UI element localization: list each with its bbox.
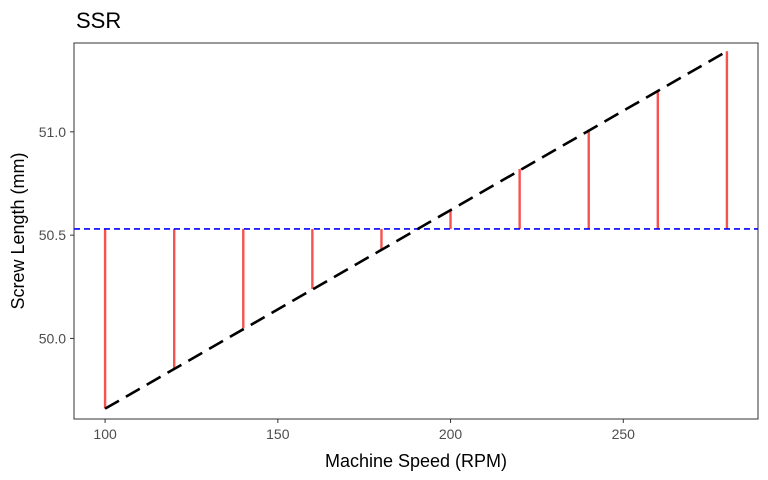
x-axis-ticks: 100 150 200 250: [93, 419, 635, 442]
reference-lines: [74, 50, 758, 410]
x-axis-title: Machine Speed (RPM): [325, 451, 507, 471]
x-tick-label: 100: [93, 426, 117, 442]
y-axis-ticks: 50.0 50.5 51.0: [39, 124, 74, 346]
y-tick-label: 50.0: [39, 330, 66, 346]
y-tick-label: 51.0: [39, 124, 66, 140]
plot-panel: [73, 42, 759, 420]
residual-segments: [103, 51, 729, 409]
x-tick-label: 250: [612, 426, 636, 442]
y-axis-title: Screw Length (mm): [8, 152, 28, 309]
x-tick-label: 150: [266, 426, 290, 442]
y-tick-label: 50.5: [39, 227, 66, 243]
x-tick-label: 200: [439, 426, 463, 442]
chart-title: SSR: [76, 8, 121, 33]
